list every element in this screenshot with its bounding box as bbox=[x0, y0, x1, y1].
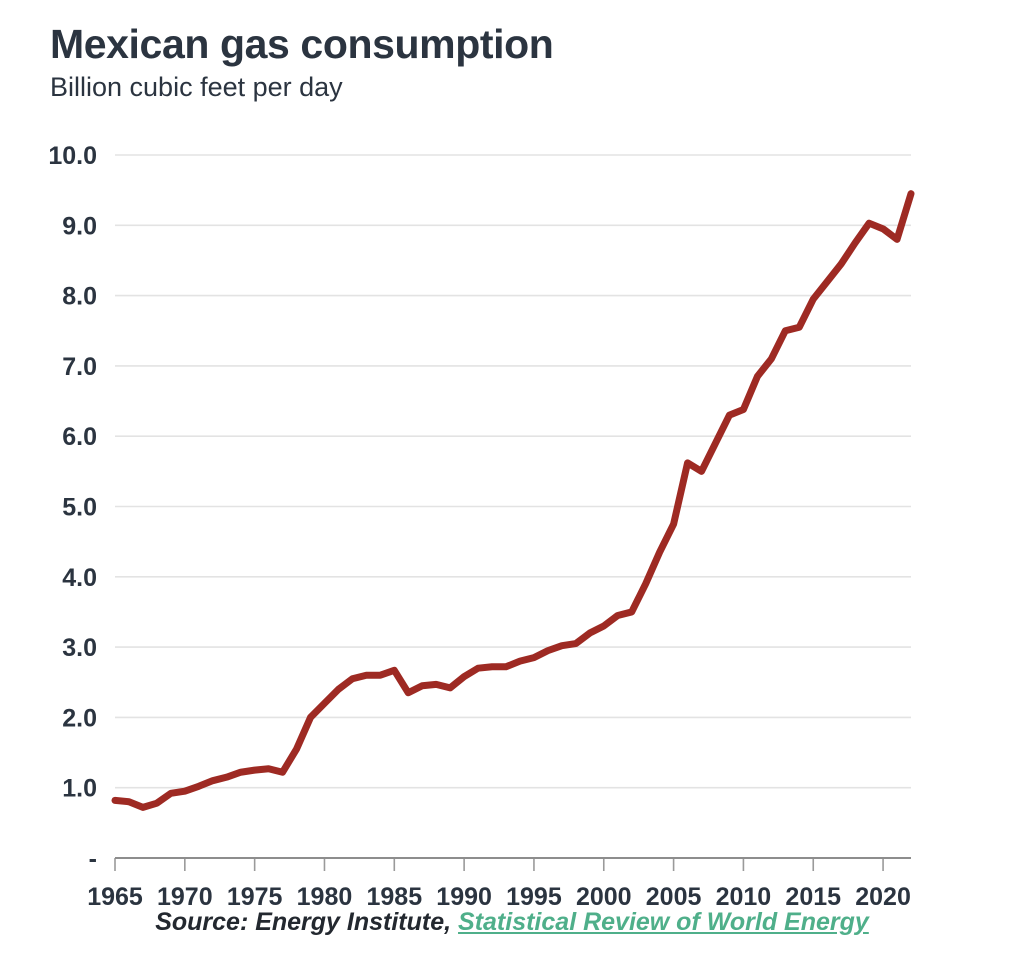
y-axis-tick-label: 4.0 bbox=[62, 564, 97, 592]
y-axis-tick-label: 10.0 bbox=[48, 142, 97, 170]
y-axis-labels: 10.0 9.0 8.0 7.0 6.0 5.0 4.0 3.0 2.0 1.0 - bbox=[48, 142, 97, 873]
y-axis-tick-label: 1.0 bbox=[62, 775, 97, 803]
data-series-line bbox=[111, 190, 915, 811]
gridlines bbox=[115, 154, 911, 789]
x-axis-tick-label: 1995 bbox=[506, 883, 562, 911]
x-axis-tick-label: 2005 bbox=[646, 883, 702, 911]
x-axis-tick-label: 2015 bbox=[785, 883, 841, 911]
x-axis-tick-label: 2010 bbox=[716, 883, 772, 911]
source-note: Source: Energy Institute, Statistical Re… bbox=[0, 908, 1024, 937]
chart-subtitle: Billion cubic feet per day bbox=[50, 72, 343, 103]
x-axis-tick-label: 1965 bbox=[87, 883, 143, 911]
x-axis-tick-label: 2000 bbox=[576, 883, 632, 911]
y-axis-tick-label: 8.0 bbox=[62, 283, 97, 311]
x-axis-tick-label: 1985 bbox=[366, 883, 422, 911]
y-axis-tick-label: 6.0 bbox=[62, 423, 97, 451]
y-axis-tick-label: - bbox=[89, 845, 97, 873]
x-axis-labels: 1965 1970 1975 1980 1985 1990 1995 2000 2005 2010… bbox=[87, 883, 911, 911]
x-tickmarks bbox=[114, 858, 884, 871]
source-link[interactable]: Statistical Review of World Energy bbox=[458, 908, 869, 936]
y-axis-tick-label: 9.0 bbox=[62, 212, 97, 240]
y-axis-tick-label: 7.0 bbox=[62, 353, 97, 381]
source-prefix: Source: Energy Institute, bbox=[155, 908, 452, 936]
title-block: Mexican gas consumption Billion cubic fe… bbox=[50, 22, 950, 103]
page-title: Mexican gas consumption bbox=[50, 21, 554, 67]
x-axis-tick-label: 2020 bbox=[855, 883, 911, 911]
x-axis-tick-label: 1970 bbox=[157, 883, 213, 911]
x-axis-tick-label: 1980 bbox=[297, 883, 353, 911]
x-axis-tick-label: 1990 bbox=[436, 883, 492, 911]
y-axis-tick-label: 5.0 bbox=[62, 494, 97, 522]
x-axis-tick-label: 1975 bbox=[227, 883, 283, 911]
y-axis-tick-label: 3.0 bbox=[62, 634, 97, 662]
y-axis-tick-label: 2.0 bbox=[62, 704, 97, 732]
